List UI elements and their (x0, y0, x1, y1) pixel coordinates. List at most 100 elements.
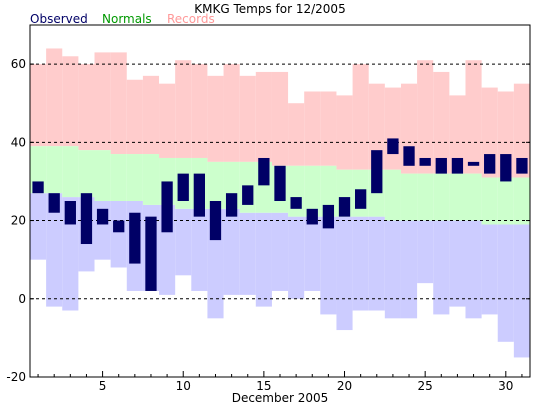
record-high-band-day-31 (513, 83, 530, 178)
y-tick-label--20: -20 (6, 370, 26, 384)
observed-bar-day-8 (145, 216, 157, 291)
y-tick-label-40: 40 (11, 135, 26, 149)
normal-band-day-28 (465, 173, 482, 221)
observed-bar-day-27 (451, 157, 464, 174)
normal-band-day-12 (207, 161, 224, 209)
observed-bar-day-30 (500, 154, 512, 182)
observed-bar-day-11 (193, 173, 205, 217)
observed-bar-day-10 (177, 173, 189, 201)
observed-bar-day-18 (306, 208, 318, 225)
record-high-band-day-25 (417, 60, 434, 174)
x-tick-label-10: 10 (176, 379, 191, 393)
x-tick-label-25: 25 (418, 379, 433, 393)
record-low-band-day-27 (449, 220, 466, 307)
record-high-band-day-17 (288, 103, 305, 166)
normal-band-day-2 (46, 146, 63, 194)
x-tick-label-20: 20 (337, 379, 352, 393)
record-high-band-day-5 (94, 52, 111, 151)
record-low-band-day-28 (465, 220, 482, 319)
x-axis-label: December 2005 (232, 391, 329, 405)
observed-bar-day-23 (387, 138, 399, 155)
observed-bar-day-4 (80, 193, 93, 245)
x-tick-label-30: 30 (498, 379, 513, 393)
observed-bar-day-29 (484, 154, 496, 174)
normal-band-day-3 (62, 146, 79, 198)
normal-band-day-8 (142, 154, 160, 205)
record-high-band-day-7 (126, 79, 143, 155)
record-low-band-day-2 (46, 193, 63, 307)
normal-band-day-24 (400, 173, 418, 221)
observed-bar-day-3 (64, 201, 76, 225)
record-high-band-day-10 (175, 60, 192, 158)
observed-bar-day-16 (274, 165, 286, 201)
normal-band-day-6 (110, 154, 127, 201)
normal-band-day-30 (497, 177, 514, 225)
y-tick-label-0: 0 (18, 292, 26, 306)
record-low-band-day-30 (497, 224, 514, 342)
normal-band-day-19 (320, 165, 337, 217)
record-low-band-day-6 (110, 201, 127, 268)
record-high-band-day-19 (320, 91, 337, 166)
record-low-band-day-18 (304, 216, 321, 291)
record-low-band-day-17 (288, 216, 305, 299)
normal-band-day-25 (417, 173, 434, 221)
observed-bar-day-13 (225, 193, 238, 217)
normal-band-day-31 (513, 177, 530, 225)
observed-bar-day-26 (435, 157, 447, 174)
observed-bar-day-6 (113, 220, 125, 233)
observed-bar-day-5 (96, 208, 109, 225)
record-high-band-day-2 (46, 48, 63, 147)
record-high-band-day-16 (271, 71, 289, 166)
observed-bar-day-9 (161, 181, 173, 233)
record-high-band-day-13 (223, 64, 240, 162)
observed-bar-day-1 (32, 181, 44, 194)
normal-band-day-18 (304, 165, 321, 217)
record-low-band-day-13 (223, 208, 240, 295)
record-low-band-day-26 (433, 220, 450, 315)
record-low-band-day-29 (481, 224, 498, 315)
record-high-band-day-4 (78, 64, 95, 151)
record-low-band-day-14 (239, 212, 256, 295)
record-high-band-day-26 (433, 71, 450, 174)
observed-bar-day-7 (129, 212, 141, 264)
record-high-band-day-18 (304, 91, 321, 166)
record-low-band-day-24 (400, 220, 418, 319)
record-low-band-day-21 (352, 216, 369, 311)
observed-bar-day-21 (355, 189, 367, 209)
normal-band-day-4 (78, 150, 95, 198)
x-tick-label-5: 5 (99, 379, 107, 393)
record-low-band-day-19 (320, 216, 337, 315)
observed-bar-day-12 (209, 201, 222, 241)
observed-bar-day-19 (322, 204, 335, 229)
record-low-band-day-25 (417, 220, 434, 284)
record-high-band-day-8 (142, 75, 160, 155)
observed-bar-day-14 (242, 185, 254, 205)
x-tick-label-15: 15 (256, 379, 271, 393)
axes-ticks: -20 0 20 40 60 5 10 15 20 25 30 (6, 57, 530, 393)
record-low-band-day-15 (255, 212, 272, 307)
record-high-band-day-27 (449, 95, 466, 174)
record-low-band-day-16 (271, 212, 289, 291)
record-low-band-day-31 (513, 224, 530, 358)
record-high-band-day-23 (384, 87, 401, 170)
record-low-band-day-1 (30, 193, 47, 260)
normal-band-day-26 (433, 173, 450, 221)
y-tick-label-20: 20 (11, 214, 26, 228)
normal-band-day-27 (449, 173, 466, 221)
observed-bar-day-31 (516, 157, 528, 174)
observed-bar-day-24 (403, 146, 415, 166)
observed-bar-day-17 (290, 197, 302, 209)
observed-bar-day-2 (48, 193, 60, 213)
record-high-band-day-20 (336, 95, 353, 170)
record-high-band-day-1 (30, 64, 47, 147)
record-high-band-day-3 (62, 56, 79, 147)
chart-title: KMKG Temps for 12/2005 (194, 2, 345, 16)
legend-normals: Normals (102, 12, 152, 26)
observed-bar-day-28 (467, 161, 480, 166)
record-high-band-day-11 (191, 64, 208, 158)
normal-band-day-17 (288, 165, 305, 217)
record-low-band-day-11 (191, 208, 208, 291)
observed-bar-day-22 (371, 150, 383, 194)
record-high-band-day-28 (465, 60, 482, 174)
